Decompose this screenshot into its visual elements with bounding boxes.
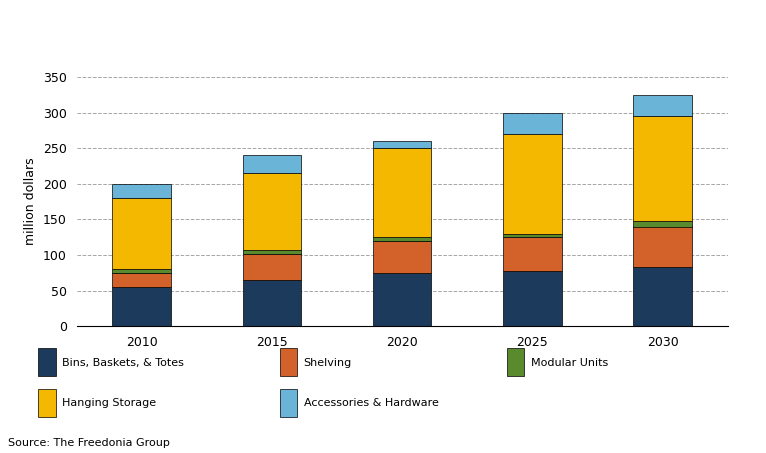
Bar bbox=[243, 173, 301, 250]
Bar bbox=[243, 280, 301, 326]
Bar bbox=[243, 250, 301, 254]
Bar bbox=[280, 389, 297, 417]
Bar bbox=[503, 234, 561, 237]
Text: Hanging Storage: Hanging Storage bbox=[63, 398, 156, 408]
Text: Shelving: Shelving bbox=[304, 357, 352, 367]
Bar bbox=[113, 273, 171, 287]
Bar bbox=[373, 241, 431, 273]
Bar bbox=[113, 184, 171, 198]
Text: Accessories & Hardware: Accessories & Hardware bbox=[304, 398, 439, 408]
Bar bbox=[633, 221, 692, 226]
Bar bbox=[280, 348, 297, 376]
Bar bbox=[507, 348, 525, 376]
Text: Source: The Freedonia Group: Source: The Freedonia Group bbox=[8, 439, 169, 448]
Text: Freedonia: Freedonia bbox=[617, 98, 686, 111]
Bar bbox=[243, 254, 301, 280]
Bar bbox=[38, 389, 56, 417]
Bar bbox=[38, 348, 56, 376]
Bar bbox=[113, 198, 171, 269]
Bar bbox=[633, 116, 692, 221]
Text: Bins, Baskets, & Totes: Bins, Baskets, & Totes bbox=[63, 357, 185, 367]
Bar bbox=[373, 273, 431, 326]
Bar bbox=[503, 134, 561, 234]
Bar bbox=[633, 267, 692, 326]
Bar bbox=[373, 148, 431, 237]
Bar bbox=[503, 113, 561, 134]
Bar bbox=[113, 269, 171, 273]
Bar bbox=[633, 226, 692, 267]
Bar bbox=[503, 237, 561, 270]
Bar bbox=[243, 155, 301, 173]
Bar bbox=[373, 237, 431, 241]
Bar bbox=[503, 270, 561, 326]
Text: Figure 4-1 | Bathroom Organization Product Sales by Type, 2010 – 2030 (million d: Figure 4-1 | Bathroom Organization Produ… bbox=[8, 21, 590, 34]
Text: Modular Units: Modular Units bbox=[532, 357, 608, 367]
Bar bbox=[373, 141, 431, 148]
Y-axis label: million dollars: million dollars bbox=[25, 158, 38, 246]
Bar bbox=[633, 95, 692, 116]
Bar bbox=[113, 287, 171, 326]
